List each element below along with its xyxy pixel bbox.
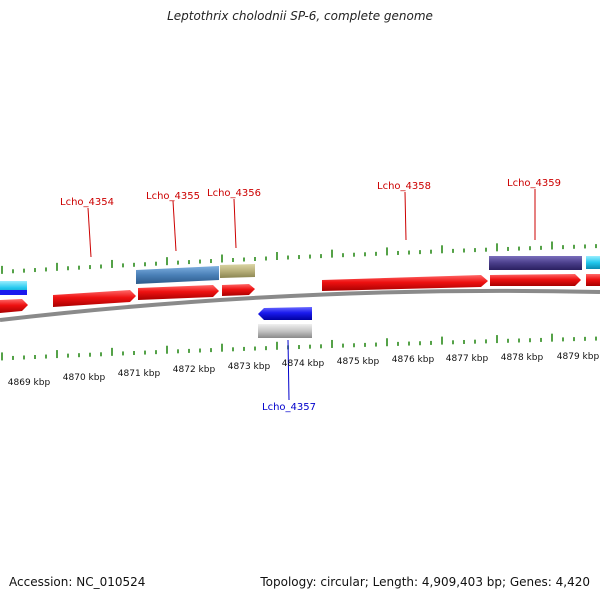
gene-arrow[interactable]	[53, 290, 136, 307]
axis-tick-label: 4874 kbp	[282, 359, 325, 369]
feature-olive[interactable]	[220, 264, 255, 278]
feature-navy[interactable]	[489, 256, 582, 270]
axis-tick-label: 4871 kbp	[118, 369, 161, 379]
gene-label[interactable]: Lcho_4358	[377, 181, 431, 192]
axis-tick-label: 4877 kbp	[446, 354, 489, 364]
axis-tick-label: 4872 kbp	[173, 365, 216, 375]
gene-arrow[interactable]	[138, 285, 219, 300]
gene-label[interactable]: Lcho_4354	[60, 197, 114, 208]
label-leaders	[87, 189, 536, 401]
gene-label[interactable]: Lcho_4359	[507, 178, 561, 189]
gene-arrow[interactable]	[222, 284, 255, 296]
genome-summary-text: Topology: circular; Length: 4,909,403 bp…	[260, 575, 590, 589]
gene-arrow-reverse[interactable]	[258, 307, 312, 320]
axis-tick-label: 4879 kbp	[557, 352, 600, 362]
gene-labels: Lcho_4354 Lcho_4355 Lcho_4356 Lcho_4357 …	[60, 178, 561, 413]
genome-backbone	[0, 288, 600, 322]
gene-label[interactable]: Lcho_4357	[262, 402, 316, 413]
gene-label[interactable]: Lcho_4355	[146, 191, 200, 202]
gene-arrow[interactable]	[586, 274, 600, 286]
reverse-strand	[258, 307, 312, 338]
outer-tick-ring	[1, 241, 597, 274]
accession-text: Accession: NC_010524	[9, 575, 146, 589]
axis-tick-label: 4873 kbp	[228, 362, 271, 372]
axis-tick-label: 4870 kbp	[63, 373, 106, 383]
forward-features	[0, 256, 600, 295]
feature-cyan-right[interactable]	[586, 256, 600, 269]
forward-strand-cds	[0, 274, 600, 313]
axis-tick-label: 4878 kbp	[501, 353, 544, 363]
scale-labels: 4869 kbp 4870 kbp 4871 kbp 4872 kbp 4873…	[8, 352, 600, 388]
axis-tick-label: 4869 kbp	[8, 378, 51, 388]
gene-label[interactable]: Lcho_4356	[207, 188, 261, 199]
gene-arrow[interactable]	[322, 275, 488, 291]
feature-grey[interactable]	[258, 324, 312, 338]
axis-tick-label: 4876 kbp	[392, 355, 435, 365]
gene-arrow[interactable]	[490, 274, 581, 286]
map-title: Leptothrix cholodnii SP-6, complete geno…	[167, 9, 433, 23]
gene-arrow[interactable]	[0, 299, 28, 313]
feature-blue-strip	[0, 290, 27, 295]
axis-tick-label: 4875 kbp	[337, 357, 380, 367]
feature-steel[interactable]	[136, 266, 219, 284]
